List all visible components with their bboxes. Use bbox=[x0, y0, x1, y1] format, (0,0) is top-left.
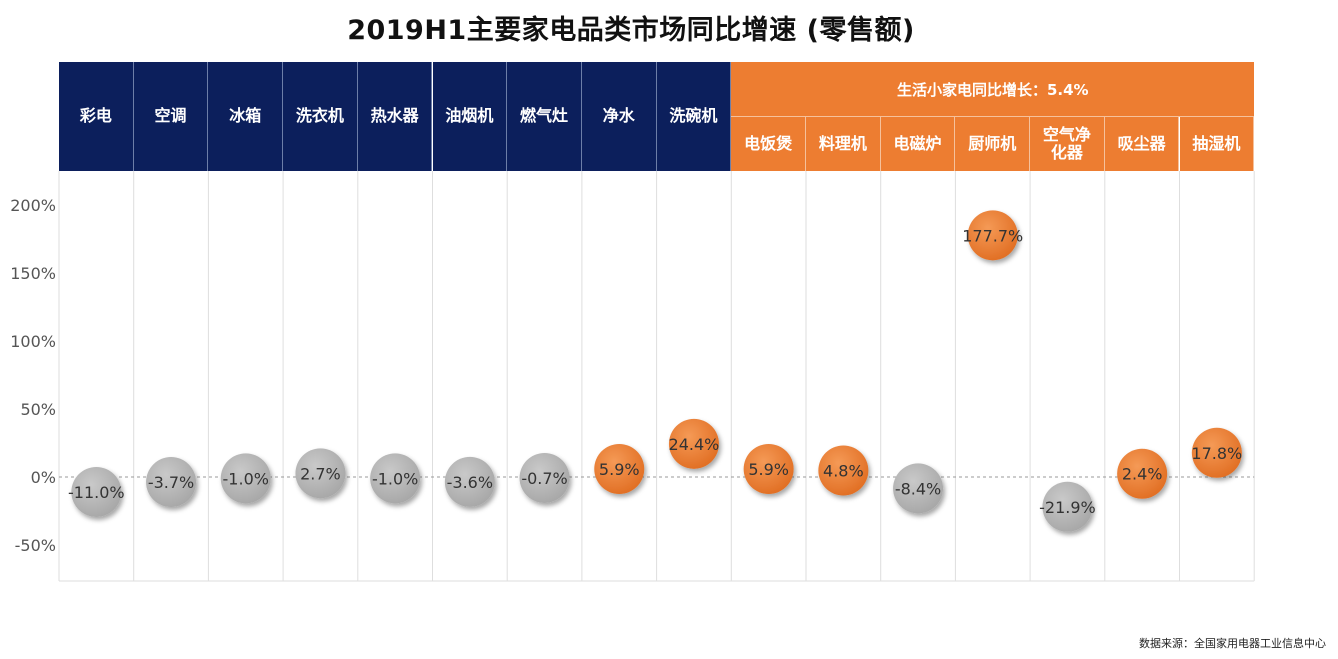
header-吸尘器: 吸尘器 bbox=[1104, 117, 1180, 171]
bubble-电磁炉 bbox=[893, 463, 944, 514]
chart-title: 2019H1主要家电品类市场同比增速 (零售额) bbox=[347, 15, 915, 46]
bubble-抽湿机 bbox=[1191, 427, 1242, 478]
header-彩电: 彩电 bbox=[59, 62, 134, 171]
data-label-热水器: -1.0% bbox=[372, 469, 418, 488]
bubble-净水 bbox=[594, 443, 645, 494]
header-燃气灶: 燃气灶 bbox=[507, 62, 582, 171]
data-label-空气净化器: -21.9% bbox=[1039, 498, 1096, 517]
bubble-空气净化器 bbox=[1042, 481, 1093, 532]
data-label-冰箱: -1.0% bbox=[223, 469, 269, 488]
small-appliance-group-header: 生活小家电同比增长：5.4% bbox=[731, 62, 1255, 117]
data-label-电磁炉: -8.4% bbox=[895, 479, 941, 498]
bubble-燃气灶 bbox=[519, 452, 570, 503]
bubble-洗碗机 bbox=[668, 418, 719, 469]
header-空气净化器: 空气净 化器 bbox=[1030, 117, 1105, 171]
bubble-油烟机 bbox=[444, 456, 495, 507]
data-label-抽湿机: 17.8% bbox=[1191, 444, 1242, 463]
y-tick-label: 150% bbox=[10, 264, 56, 283]
data-label-厨师机: 177.7% bbox=[962, 226, 1023, 245]
data-label-净水: 5.9% bbox=[599, 460, 640, 479]
bubble-厨师机 bbox=[967, 210, 1018, 261]
data-label-彩电: -11.0% bbox=[68, 483, 125, 502]
data-label-吸尘器: 2.4% bbox=[1122, 465, 1163, 484]
bubble-冰箱 bbox=[220, 453, 271, 504]
data-source: 数据来源：全国家用电器工业信息中心 bbox=[1139, 637, 1326, 650]
bubble-吸尘器 bbox=[1117, 448, 1168, 499]
header-冰箱: 冰箱 bbox=[208, 62, 284, 171]
header-厨师机: 厨师机 bbox=[955, 117, 1031, 171]
data-label-洗衣机: 2.7% bbox=[300, 464, 341, 483]
data-label-洗碗机: 24.4% bbox=[669, 435, 720, 454]
data-label-料理机: 4.8% bbox=[823, 461, 864, 480]
data-label-电饭煲: 5.9% bbox=[748, 460, 789, 479]
header-净水: 净水 bbox=[581, 62, 657, 171]
header-洗衣机: 洗衣机 bbox=[283, 62, 358, 171]
header-电饭煲: 电饭煲 bbox=[731, 117, 806, 171]
header-热水器: 热水器 bbox=[357, 62, 433, 171]
y-tick-label: 100% bbox=[10, 332, 56, 351]
bubble-彩电 bbox=[71, 466, 122, 517]
data-label-燃气灶: -0.7% bbox=[521, 469, 567, 488]
header-电磁炉: 电磁炉 bbox=[880, 117, 956, 171]
header-洗碗机: 洗碗机 bbox=[656, 62, 732, 171]
header-空调: 空调 bbox=[133, 62, 209, 171]
bubble-热水器 bbox=[370, 453, 421, 504]
y-tick-label: -50% bbox=[15, 536, 56, 555]
header-油烟机: 油烟机 bbox=[432, 62, 508, 171]
bubble-洗衣机 bbox=[295, 448, 346, 499]
header-料理机: 料理机 bbox=[806, 117, 881, 171]
data-label-空调: -3.7% bbox=[148, 473, 194, 492]
data-label-油烟机: -3.6% bbox=[447, 473, 493, 492]
y-tick-label: 0% bbox=[31, 468, 56, 487]
bubble-料理机 bbox=[818, 445, 869, 496]
y-tick-label: 50% bbox=[20, 400, 56, 419]
bubble-空调 bbox=[146, 457, 197, 508]
bubble-电饭煲 bbox=[743, 443, 794, 494]
y-tick-label: 200% bbox=[10, 196, 56, 215]
header-抽湿机: 抽湿机 bbox=[1179, 117, 1255, 171]
